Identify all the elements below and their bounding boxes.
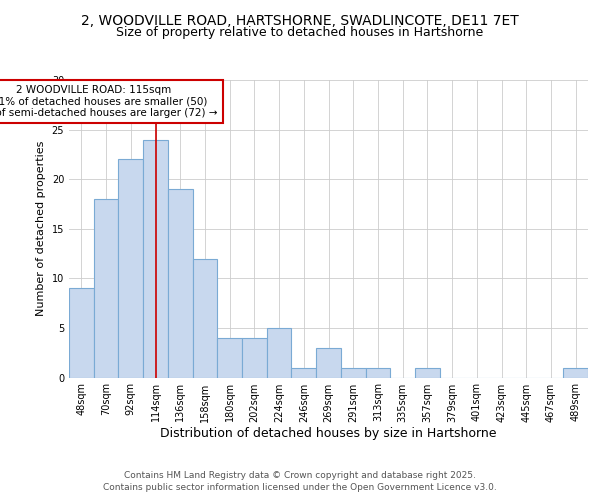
Text: 2, WOODVILLE ROAD, HARTSHORNE, SWADLINCOTE, DE11 7ET: 2, WOODVILLE ROAD, HARTSHORNE, SWADLINCO… [81, 14, 519, 28]
Bar [415, 368, 440, 378]
Text: 2 WOODVILLE ROAD: 115sqm
← 41% of detached houses are smaller (50)
59% of semi-d: 2 WOODVILLE ROAD: 115sqm ← 41% of detach… [0, 85, 218, 118]
Bar [316, 348, 341, 378]
Bar [341, 368, 365, 378]
Bar [217, 338, 242, 378]
Text: Size of property relative to detached houses in Hartshorne: Size of property relative to detached ho… [116, 26, 484, 39]
Y-axis label: Number of detached properties: Number of detached properties [36, 141, 46, 316]
X-axis label: Distribution of detached houses by size in Hartshorne: Distribution of detached houses by size … [160, 428, 497, 440]
Bar [563, 368, 588, 378]
Bar [193, 258, 217, 378]
Bar [292, 368, 316, 378]
Bar [168, 189, 193, 378]
Text: Contains HM Land Registry data © Crown copyright and database right 2025.: Contains HM Land Registry data © Crown c… [124, 472, 476, 480]
Bar [94, 199, 118, 378]
Bar [118, 160, 143, 378]
Bar [365, 368, 390, 378]
Bar [267, 328, 292, 378]
Bar [69, 288, 94, 378]
Bar [242, 338, 267, 378]
Text: Contains public sector information licensed under the Open Government Licence v3: Contains public sector information licen… [103, 483, 497, 492]
Bar [143, 140, 168, 378]
